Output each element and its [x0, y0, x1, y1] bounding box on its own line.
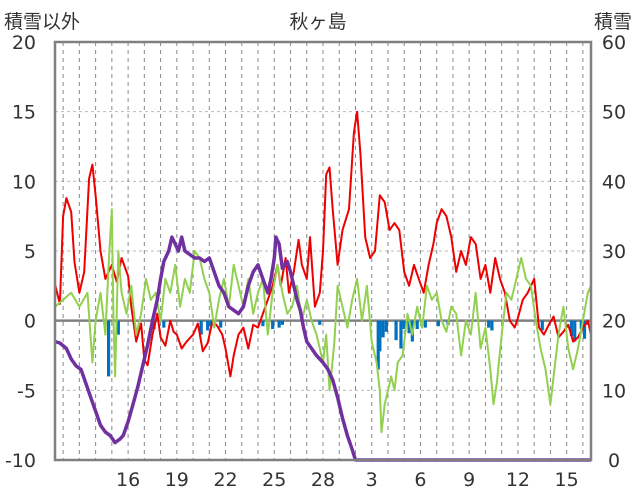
precipitation-bar	[487, 320, 491, 328]
precipitation-bar	[423, 320, 427, 328]
precipitation-bar	[573, 320, 577, 342]
precipitation-bar	[490, 320, 494, 331]
precipitation-bar	[116, 320, 120, 335]
x-tick-label: 15	[555, 469, 579, 491]
precipitation-bar	[107, 320, 111, 377]
left-tick-label: 10	[12, 171, 36, 193]
precipitation-bar	[162, 320, 166, 328]
precipitation-bar	[415, 320, 419, 330]
precipitation-bar	[318, 320, 322, 325]
series-line-1	[54, 110, 592, 378]
precipitation-bar	[394, 320, 398, 341]
series-line-2	[54, 208, 592, 434]
right-axis-ticks: 60 50 40 30 20 10 0	[602, 32, 626, 472]
x-tick-label: 6	[414, 469, 426, 491]
precipitation-bar	[436, 320, 440, 327]
right-tick-label: 30	[602, 241, 626, 263]
x-tick-label: 25	[262, 469, 286, 491]
precipitation-bar	[378, 320, 382, 352]
left-axis-label: 積雪以外	[4, 11, 80, 33]
right-tick-label: 60	[602, 32, 626, 54]
right-tick-label: 10	[602, 380, 626, 402]
precipitation-bar	[540, 320, 544, 331]
precipitation-bar	[384, 320, 388, 332]
precipitation-bar	[199, 320, 203, 335]
precipitation-bar	[261, 320, 265, 327]
left-tick-label: -5	[17, 380, 36, 402]
x-axis-ticks: 16 19 22 25 28 3 6 9 12 15	[116, 469, 579, 491]
precipitation-bar	[569, 320, 574, 336]
precipitation-bar	[271, 320, 275, 330]
bar-series	[107, 320, 590, 377]
precipitation-bar	[209, 320, 213, 327]
series-line-3	[54, 235, 591, 462]
left-tick-label: 0	[24, 311, 36, 333]
chart-title: 秋ヶ島	[289, 11, 346, 33]
precipitation-bar	[381, 320, 385, 338]
left-tick-label: 5	[24, 241, 36, 263]
right-tick-label: 0	[608, 450, 620, 472]
precipitation-bar	[376, 320, 380, 370]
right-tick-label: 20	[602, 311, 626, 333]
x-tick-label: 19	[165, 469, 189, 491]
x-tick-label: 22	[213, 469, 237, 491]
right-tick-label: 50	[602, 102, 626, 124]
precipitation-bar	[277, 320, 281, 328]
left-tick-label: -10	[5, 450, 36, 472]
left-tick-label: 20	[12, 32, 36, 54]
plot-grid	[55, 42, 591, 460]
x-tick-label: 9	[463, 469, 475, 491]
precipitation-bar	[280, 320, 284, 325]
x-tick-label: 12	[506, 469, 530, 491]
plot-frame	[53, 40, 593, 462]
x-tick-label: 28	[311, 469, 335, 491]
line-series	[54, 110, 592, 462]
left-tick-label: 15	[12, 102, 36, 124]
precipitation-bar	[219, 320, 223, 328]
precipitation-bar	[399, 320, 403, 349]
x-tick-label: 3	[366, 469, 378, 491]
precipitation-bar	[582, 320, 587, 339]
left-axis-ticks: 20 15 10 5 0 -5 -10	[5, 32, 36, 472]
right-axis-label: 積雪	[594, 11, 632, 33]
right-tick-label: 40	[602, 171, 626, 193]
precipitation-bar	[407, 320, 411, 334]
x-tick-label: 16	[116, 469, 140, 491]
precipitation-bar	[206, 320, 210, 331]
precipitation-bar	[402, 320, 406, 330]
